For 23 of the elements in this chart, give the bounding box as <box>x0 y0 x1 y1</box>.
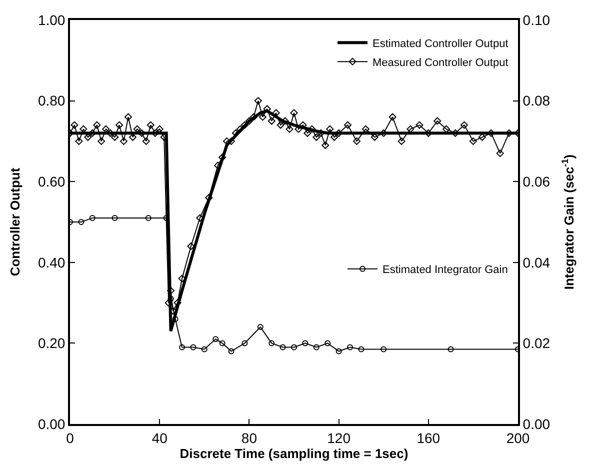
y-tick-label: 0.60 <box>38 174 66 190</box>
x-tick-label: 80 <box>241 430 258 446</box>
legend-label: Estimated Controller Output <box>372 38 508 50</box>
x-tick-label: 40 <box>152 430 168 446</box>
y2-tick-label: 0.06 <box>522 174 550 190</box>
y2-tick-label: 0.10 <box>522 12 550 28</box>
y2-tick-label: 0.02 <box>522 335 550 352</box>
y2-tick-label: 0.00 <box>522 416 550 432</box>
y-tick-label: 0.00 <box>38 416 66 432</box>
legend-label: Estimated Integrator Gain <box>382 264 508 276</box>
x-tick-label: 200 <box>506 430 530 446</box>
y-tick-label: 1.00 <box>38 12 66 28</box>
legend-label: Measured Controller Output <box>372 56 508 69</box>
y-axis-title: Controller Output <box>7 167 22 276</box>
x-tick-label: 120 <box>327 430 351 446</box>
y2-tick-label: 0.08 <box>522 92 550 109</box>
y-tick-label: 0.80 <box>38 92 66 109</box>
y-tick-label: 0.40 <box>38 254 66 270</box>
y2-tick-label: 0.04 <box>522 254 550 270</box>
x-tick-label: 160 <box>416 430 440 446</box>
x-axis-title: Discrete Time (sampling time = 1sec) <box>180 446 408 461</box>
x-tick-label: 0 <box>66 430 74 446</box>
y-tick-label: 0.20 <box>38 335 66 352</box>
